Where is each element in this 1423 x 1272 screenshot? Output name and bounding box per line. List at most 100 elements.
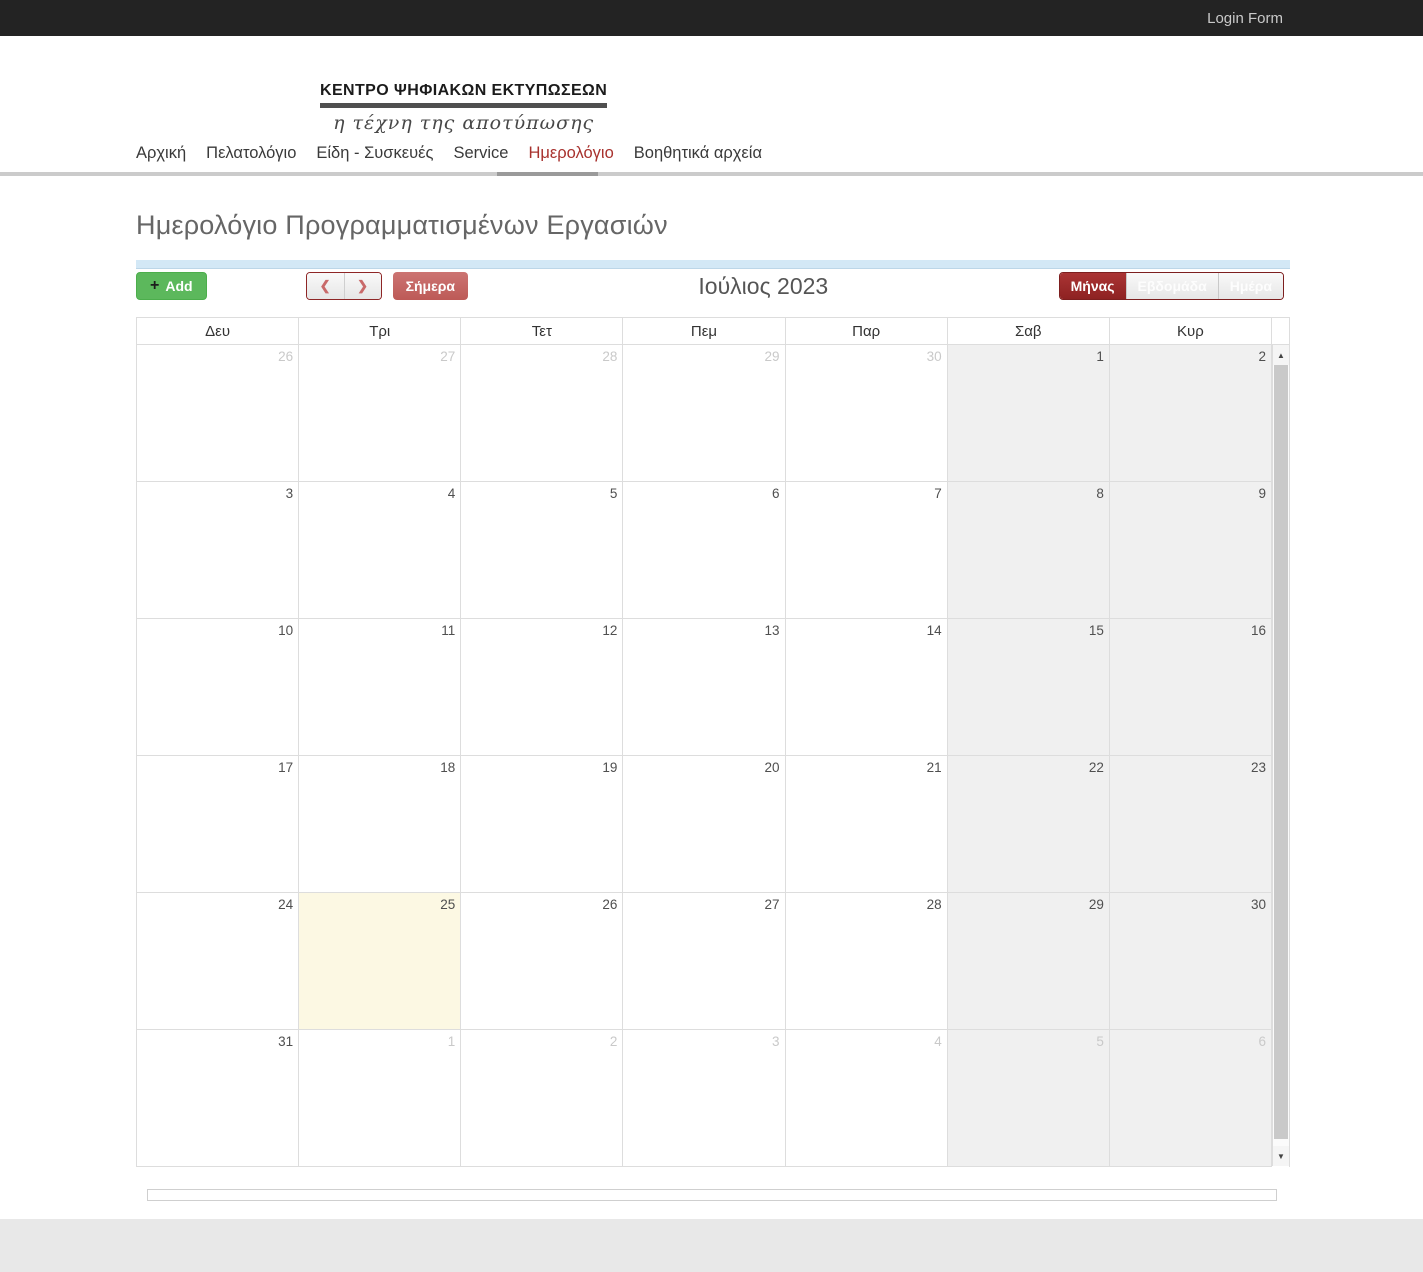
day-cell[interactable]: 4 — [785, 1030, 948, 1167]
prev-next-group: ❮ ❯ — [305, 272, 382, 300]
day-cell[interactable]: 3 — [137, 482, 300, 619]
day-cell[interactable]: 6 — [623, 482, 786, 619]
scroll-down-icon[interactable]: ▼ — [1273, 1146, 1289, 1166]
logo-tagline: η τέχνη της αποτύπωσης — [333, 112, 595, 134]
day-cell[interactable]: 3 — [623, 1030, 786, 1167]
day-cell[interactable]: 2 — [1109, 345, 1272, 482]
day-cell[interactable]: 1 — [299, 1030, 462, 1167]
day-cell[interactable]: 10 — [137, 619, 300, 756]
logo-underline — [320, 103, 608, 108]
site-logo[interactable]: ΚΕΝΤΡΟ ΨΗΦΙΑΚΩΝ ΕΚΤΥΠΩΣΕΩΝ η τέχνη της α… — [320, 82, 608, 134]
login-form-link[interactable]: Login Form — [1207, 9, 1283, 27]
day-cell[interactable]: 24 — [137, 893, 300, 1030]
view-month-button[interactable]: Μήνας — [1059, 273, 1126, 299]
nav-underline-bar — [0, 172, 1423, 176]
day-cell[interactable]: 1 — [947, 345, 1110, 482]
day-cell[interactable]: 17 — [137, 756, 300, 893]
day-number: 22 — [1088, 760, 1104, 775]
day-cell[interactable]: 13 — [623, 619, 786, 756]
day-cell[interactable]: 5 — [947, 1030, 1110, 1167]
day-number: 3 — [772, 1034, 780, 1049]
nav-item-clients[interactable]: Πελατολόγιο — [206, 144, 297, 162]
day-header-cell: Τετ — [461, 318, 624, 345]
scrollbar-thumb[interactable] — [1274, 365, 1288, 1139]
day-number: 1 — [1096, 349, 1104, 364]
horizontal-scrollbar[interactable] — [147, 1189, 1277, 1201]
vertical-scrollbar[interactable]: ▲ ▼ — [1272, 345, 1289, 1166]
nav-item-helper-files[interactable]: Βοηθητικά αρχεία — [633, 144, 762, 162]
day-cell[interactable]: 27 — [623, 893, 786, 1030]
prev-month-button[interactable]: ❮ — [306, 273, 344, 299]
day-header-cell: Κυρ — [1109, 318, 1272, 345]
plus-icon: + — [150, 277, 160, 294]
day-number: 31 — [278, 1034, 294, 1049]
day-number: 4 — [447, 486, 456, 501]
day-cell[interactable]: 8 — [947, 482, 1110, 619]
add-event-button[interactable]: + Add — [136, 272, 207, 300]
day-cell[interactable]: 6 — [1109, 1030, 1272, 1167]
day-number: 21 — [926, 760, 942, 775]
day-cell[interactable]: 15 — [947, 619, 1110, 756]
day-cell[interactable]: 22 — [947, 756, 1110, 893]
day-cell[interactable]: 7 — [785, 482, 948, 619]
view-week-button[interactable]: Εβδομάδα — [1125, 273, 1218, 299]
next-month-button[interactable]: ❯ — [343, 273, 381, 299]
day-cell[interactable]: 20 — [623, 756, 786, 893]
day-cell[interactable]: 16 — [1109, 619, 1272, 756]
day-number: 11 — [441, 623, 456, 638]
day-cell[interactable]: 28 — [785, 893, 948, 1030]
day-number: 12 — [602, 623, 618, 638]
day-cell[interactable]: 28 — [461, 345, 624, 482]
nav-item-calendar[interactable]: Ημερολόγιο — [528, 144, 614, 162]
day-number: 30 — [926, 349, 942, 364]
site-header: ΚΕΝΤΡΟ ΨΗΦΙΑΚΩΝ ΕΚΤΥΠΩΣΕΩΝ η τέχνη της α… — [0, 36, 1423, 176]
logo-title: ΚΕΝΤΡΟ ΨΗΦΙΑΚΩΝ ΕΚΤΥΠΩΣΕΩΝ — [320, 82, 608, 99]
day-number: 7 — [934, 486, 942, 501]
day-cell[interactable]: 26 — [137, 345, 300, 482]
day-cell[interactable]: 30 — [785, 345, 948, 482]
day-number: 28 — [602, 349, 618, 364]
nav-item-items-devices[interactable]: Είδη - Συσκευές — [316, 144, 434, 162]
day-number: 18 — [440, 760, 456, 775]
day-cell[interactable]: 14 — [785, 619, 948, 756]
day-cell[interactable]: 21 — [785, 756, 948, 893]
day-cell[interactable]: 29 — [623, 345, 786, 482]
scroll-up-icon[interactable]: ▲ — [1273, 345, 1289, 365]
day-cell[interactable]: 19 — [461, 756, 624, 893]
day-cell[interactable]: 30 — [1109, 893, 1272, 1030]
day-number: 3 — [285, 486, 294, 501]
day-cell[interactable]: 9 — [1109, 482, 1272, 619]
day-number: 2 — [1258, 349, 1266, 364]
day-number: 27 — [440, 349, 456, 364]
day-cell[interactable]: 25 — [299, 893, 462, 1030]
nav-active-indicator — [497, 172, 598, 176]
day-cell[interactable]: 23 — [1109, 756, 1272, 893]
page-title: Ημερολόγιο Προγραμματισμένων Εργασιών — [136, 210, 668, 240]
today-button[interactable]: Σήμερα — [392, 272, 468, 300]
day-cell[interactable]: 27 — [299, 345, 462, 482]
day-cell[interactable]: 4 — [299, 482, 462, 619]
day-cell[interactable]: 18 — [299, 756, 462, 893]
day-cell[interactable]: 2 — [461, 1030, 624, 1167]
day-cell[interactable]: 29 — [947, 893, 1110, 1030]
day-number: 9 — [1258, 486, 1266, 501]
day-number: 19 — [602, 760, 618, 775]
day-cell[interactable]: 26 — [461, 893, 624, 1030]
main-content: Ημερολόγιο Προγραμματισμένων Εργασιών + … — [136, 210, 1290, 1201]
day-cell[interactable]: 5 — [461, 482, 624, 619]
day-number: 1 — [447, 1034, 456, 1049]
day-number: 17 — [278, 760, 294, 775]
day-header-cell: Δευ — [137, 318, 300, 345]
day-cell[interactable]: 12 — [461, 619, 624, 756]
view-day-button[interactable]: Ημέρα — [1217, 273, 1283, 299]
day-cell[interactable]: 11 — [299, 619, 462, 756]
day-number: 6 — [772, 486, 780, 501]
nav-item-service[interactable]: Service — [453, 144, 509, 162]
topbar: Login Form — [0, 0, 1423, 36]
day-cell[interactable]: 31 — [137, 1030, 300, 1167]
day-number: 6 — [1258, 1034, 1266, 1049]
nav-item-home[interactable]: Αρχική — [136, 144, 187, 162]
calendar-grid: 26 27 28 29 30 1 2 3 4 5 6 7 8 9 10 11 1… — [137, 345, 1272, 1167]
day-number: 4 — [934, 1034, 942, 1049]
calendar-toolbar: + Add ❮ ❯ Σήμερα Ιούλιος 2023 Μήνας Εβδο… — [136, 272, 1290, 300]
